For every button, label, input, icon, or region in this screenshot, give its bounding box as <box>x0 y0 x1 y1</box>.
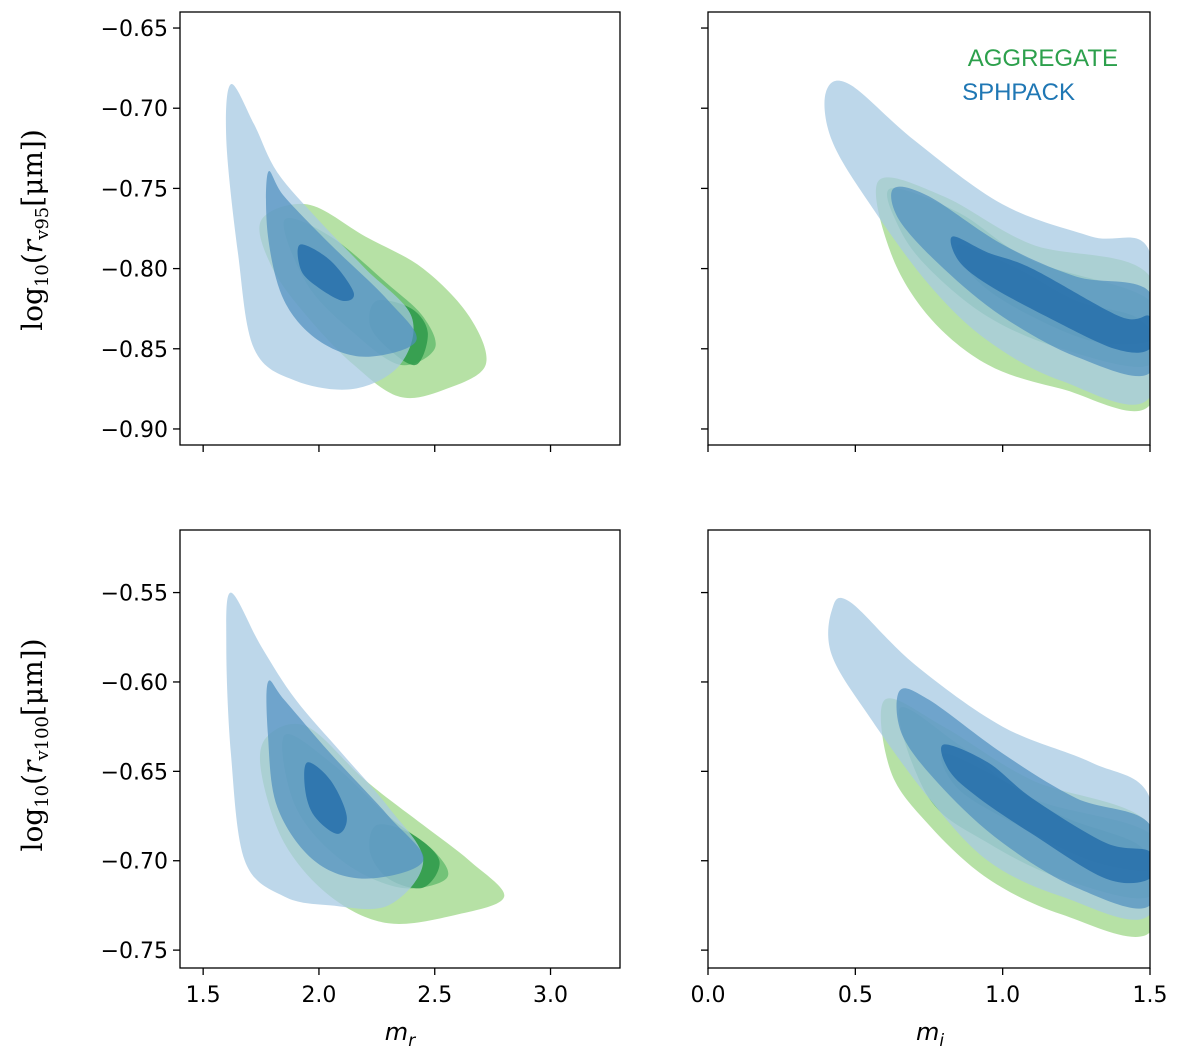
legend-sphpack: SPHPACK <box>962 79 1075 106</box>
y-tick-label: −0.90 <box>101 418 168 443</box>
x-tick-label: 0.0 <box>691 983 726 1008</box>
x-tick-label: 3.0 <box>533 983 568 1008</box>
axes-frame <box>707 11 1151 446</box>
svg-text:log10(rv100[μm]): log10(rv100[μm]) <box>16 638 53 851</box>
legend: AGGREGATE SPHPACK <box>962 45 1118 106</box>
x-tick-label: 0.5 <box>838 983 873 1008</box>
panel-top-left: −0.90 −0.85 −0.80 −0.75 −0.70 −0.65 <box>101 11 621 452</box>
y-tick-label: −0.80 <box>101 258 168 283</box>
axes-frame <box>707 529 1151 969</box>
y-tick-label: −0.70 <box>101 850 168 875</box>
svg-text:log10(rv95[μm]): log10(rv95[μm]) <box>16 129 53 331</box>
svg-text:mr: mr <box>385 1018 416 1051</box>
axes-frame <box>179 11 621 446</box>
panel-top-right <box>701 11 1151 452</box>
contours-bottom-right <box>828 597 1150 937</box>
y-axis-label-bottom: log10(rv100[μm]) <box>16 638 53 851</box>
sphpack-contour-middle <box>265 170 417 357</box>
y-tick-label: −0.70 <box>101 97 168 122</box>
y-tick-label: −0.75 <box>101 177 168 202</box>
y-tick-label: −0.75 <box>101 939 168 964</box>
x-tick-label: 2.5 <box>417 983 452 1008</box>
contours-bottom-left <box>226 592 505 924</box>
x-axis-label-mi: mi <box>916 1018 944 1051</box>
y-axis-label-top: log10(rv95[μm]) <box>16 129 53 331</box>
y-tick-label: −0.85 <box>101 338 168 363</box>
sphpack-contour-inner <box>941 744 1150 884</box>
legend-aggregate: AGGREGATE <box>968 45 1118 72</box>
x-tick-label: 1.0 <box>985 983 1020 1008</box>
x-axis-label-mr: mr <box>385 1018 416 1051</box>
x-tick-label: 2.0 <box>301 983 336 1008</box>
axes-frame <box>179 529 621 969</box>
panel-bottom-right: 0.0 0.5 1.0 1.5 <box>691 529 1168 1008</box>
sphpack-contour-inner <box>950 236 1150 353</box>
x-tick-label: 1.5 <box>1133 983 1168 1008</box>
y-tick-label: −0.55 <box>101 582 168 607</box>
y-tick-label: −0.60 <box>101 671 168 696</box>
y-tick-label: −0.65 <box>101 760 168 785</box>
panel-bottom-left: 1.5 2.0 2.5 3.0 −0.75 −0.70 −0.65 −0.60 −0.55 <box>101 529 621 1008</box>
y-tick-label: −0.65 <box>101 17 168 42</box>
sphpack-contour-inner <box>297 244 355 302</box>
x-tick-label: 1.5 <box>186 983 221 1008</box>
contours-top-left <box>225 84 487 399</box>
sphpack-contour-inner <box>304 762 347 834</box>
contours-top-right <box>824 80 1150 412</box>
sphpack-contour-middle <box>266 680 424 879</box>
svg-text:mi: mi <box>916 1018 944 1051</box>
